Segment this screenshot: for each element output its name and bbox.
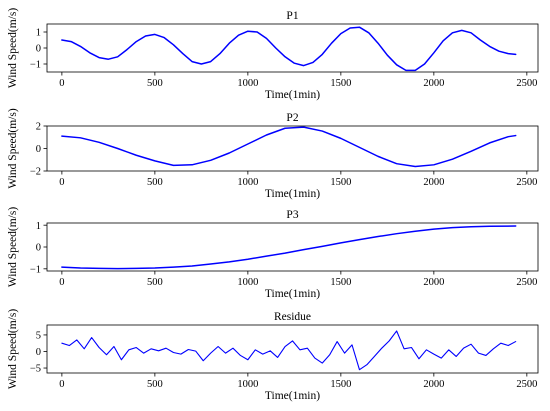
x-tick-label: 500	[147, 78, 163, 89]
x-tick-label: 2500	[516, 379, 537, 390]
series-line	[61, 126, 517, 168]
y-tick-label: 5	[36, 331, 41, 342]
x-tick-label: 500	[147, 177, 163, 188]
panel-title: P2	[286, 112, 298, 124]
x-axis-label: Time(1min)	[265, 288, 320, 300]
series-line	[61, 330, 517, 371]
x-tick-label: 1000	[237, 277, 258, 288]
y-tick-label: −5	[30, 364, 41, 375]
x-tick-label: 1500	[330, 78, 351, 89]
x-tick-label: 2000	[423, 177, 444, 188]
y-tick-label: 0	[36, 44, 41, 55]
y-tick-label: 0	[36, 347, 41, 358]
x-tick-label: 2000	[423, 78, 444, 89]
y-tick-label: −1	[30, 264, 41, 275]
panel-title: P1	[286, 10, 298, 22]
panel-title: Residue	[274, 311, 311, 323]
x-tick-label: 1000	[237, 177, 258, 188]
y-tick-label: 1	[36, 28, 41, 39]
x-axis-label: Time(1min)	[265, 390, 320, 402]
x-tick-label: 1000	[237, 78, 258, 89]
x-tick-label: 1500	[330, 379, 351, 390]
x-tick-label: 0	[59, 177, 64, 188]
y-tick-label: 0	[36, 243, 41, 254]
y-tick-label: 2	[36, 122, 41, 133]
x-tick-label: 2500	[516, 78, 537, 89]
series-line	[61, 26, 517, 72]
x-tick-label: 0	[59, 78, 64, 89]
x-tick-label: 2500	[516, 277, 537, 288]
plot-frame	[46, 324, 539, 374]
x-tick-label: 2000	[423, 277, 444, 288]
panel-2: P3 0 500 1000 1500 2000 2500 −1 0 1 Time(1min) Wind…	[7, 207, 539, 300]
y-tick-label: 0	[36, 144, 41, 155]
x-tick-label: 500	[147, 379, 163, 390]
y-axis-label: Wind Speed(m/s)	[7, 207, 19, 288]
x-axis-label: Time(1min)	[265, 89, 320, 101]
series-line	[61, 225, 517, 270]
panel-0: P1 0 500 1000 1500 2000 2500 −1 0 1 Time(1min) Wind…	[7, 8, 539, 101]
panel-title: P3	[286, 209, 298, 221]
panel-3: Residue 0 500 1000 1500 2000 2500 −5 0 5 Time(1min…	[7, 309, 539, 402]
x-tick-label: 1000	[237, 379, 258, 390]
x-tick-label: 2000	[423, 379, 444, 390]
y-tick-label: −2	[30, 167, 41, 178]
panel-1: P2 0 500 1000 1500 2000 2500 −2 0 2 Time(1min) Wind…	[7, 108, 539, 200]
x-tick-label: 1500	[330, 177, 351, 188]
y-axis-label: Wind Speed(m/s)	[7, 108, 19, 189]
x-axis-label: Time(1min)	[265, 188, 320, 200]
x-tick-label: 500	[147, 277, 163, 288]
y-axis-label: Wind Speed(m/s)	[7, 309, 19, 390]
x-tick-label: 1500	[330, 277, 351, 288]
x-tick-label: 2500	[516, 177, 537, 188]
x-tick-label: 0	[59, 277, 64, 288]
x-tick-label: 0	[59, 379, 64, 390]
y-tick-label: −1	[30, 60, 41, 71]
y-tick-label: 1	[36, 221, 41, 232]
y-axis-label: Wind Speed(m/s)	[7, 8, 19, 89]
